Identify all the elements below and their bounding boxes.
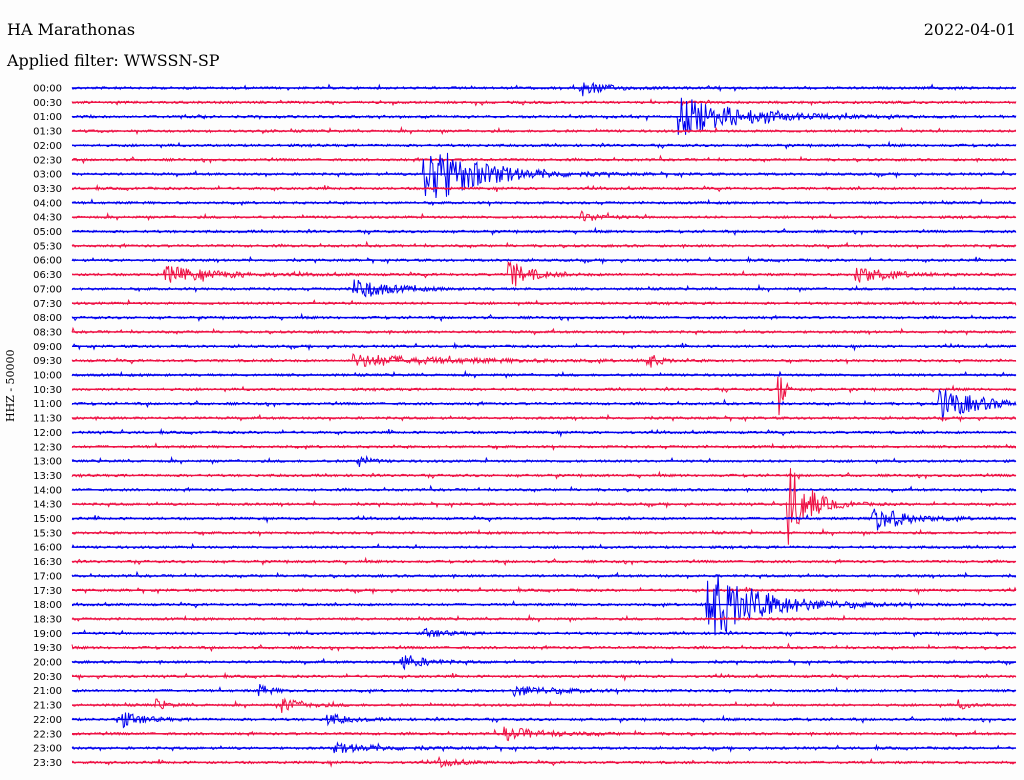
row-time-label: 01:30 xyxy=(33,127,62,138)
trace-row xyxy=(71,427,1017,438)
row-time-label: 08:30 xyxy=(33,327,62,338)
row-time-label: 13:00 xyxy=(33,457,62,468)
row-time-label: 21:30 xyxy=(33,701,62,712)
row-time-label: 12:00 xyxy=(33,428,62,439)
row-time-label: 20:00 xyxy=(33,658,62,669)
trace-row xyxy=(71,279,1017,298)
row-time-label: 01:00 xyxy=(33,112,62,123)
row-time-label: 10:30 xyxy=(33,385,62,396)
row-time-label: 17:00 xyxy=(33,571,62,582)
row-time-label: 23:00 xyxy=(33,744,62,755)
trace-row xyxy=(71,376,1017,416)
trace-row xyxy=(71,542,1017,551)
row-time-label: 11:00 xyxy=(33,399,62,410)
row-time-label: 05:00 xyxy=(33,227,62,238)
row-time-label: 07:00 xyxy=(33,284,62,295)
row-time-label: 03:30 xyxy=(33,184,62,195)
trace-row xyxy=(71,183,1017,193)
filter-label: Applied filter: WWSSN-SP xyxy=(7,51,220,70)
row-time-label: 14:30 xyxy=(33,500,62,511)
row-time-label: 23:30 xyxy=(33,758,62,769)
trace-row xyxy=(71,508,1017,531)
trace-row xyxy=(71,413,1017,423)
trace-row xyxy=(72,697,1017,713)
trace-row xyxy=(71,642,1017,653)
row-time-label: 08:00 xyxy=(33,313,62,324)
row-time-label: 10:00 xyxy=(33,371,62,382)
row-time-label: 00:00 xyxy=(33,84,62,95)
row-time-label: 19:00 xyxy=(33,629,62,640)
row-time-label: 11:30 xyxy=(33,414,62,425)
row-time-label: 16:00 xyxy=(33,543,62,554)
row-time-label: 09:00 xyxy=(33,342,62,353)
date-label: 2022-04-01 xyxy=(923,20,1016,39)
row-time-label: 16:30 xyxy=(33,557,62,568)
row-time-label: 06:30 xyxy=(33,270,62,281)
row-time-label: 19:30 xyxy=(33,643,62,654)
row-time-label: 15:30 xyxy=(33,528,62,539)
trace-row xyxy=(71,454,1017,467)
row-time-label: 02:00 xyxy=(33,141,62,152)
row-time-label: 14:00 xyxy=(33,485,62,496)
row-time-label: 04:30 xyxy=(33,213,62,224)
trace-row xyxy=(71,527,1017,538)
row-time-label: 21:00 xyxy=(33,686,62,697)
row-time-label: 03:00 xyxy=(33,170,62,181)
row-time-label: 12:30 xyxy=(33,442,62,453)
row-time-label: 15:00 xyxy=(33,514,62,525)
trace-row xyxy=(71,353,1017,368)
row-time-label: 20:30 xyxy=(33,672,62,683)
trace-row xyxy=(71,81,1017,97)
row-time-label: 07:30 xyxy=(33,299,62,310)
row-time-label: 00:30 xyxy=(33,98,62,109)
trace-row xyxy=(72,261,1017,287)
trace-row xyxy=(71,388,1017,421)
row-time-label: 22:30 xyxy=(33,729,62,740)
trace-row xyxy=(71,210,1017,222)
row-time-label: 09:30 xyxy=(33,356,62,367)
row-time-label: 22:00 xyxy=(33,715,62,726)
row-time-label: 06:00 xyxy=(33,256,62,267)
row-time-label: 04:00 xyxy=(33,198,62,209)
station-title: HA Marathonas xyxy=(7,20,136,39)
row-time-label: 13:30 xyxy=(33,471,62,482)
trace-row xyxy=(71,741,1017,754)
row-time-label: 17:30 xyxy=(33,586,62,597)
row-time-label: 18:00 xyxy=(33,600,62,611)
row-time-label: 18:30 xyxy=(33,614,62,625)
row-time-label: 02:30 xyxy=(33,155,62,166)
row-time-label: 05:30 xyxy=(33,241,62,252)
